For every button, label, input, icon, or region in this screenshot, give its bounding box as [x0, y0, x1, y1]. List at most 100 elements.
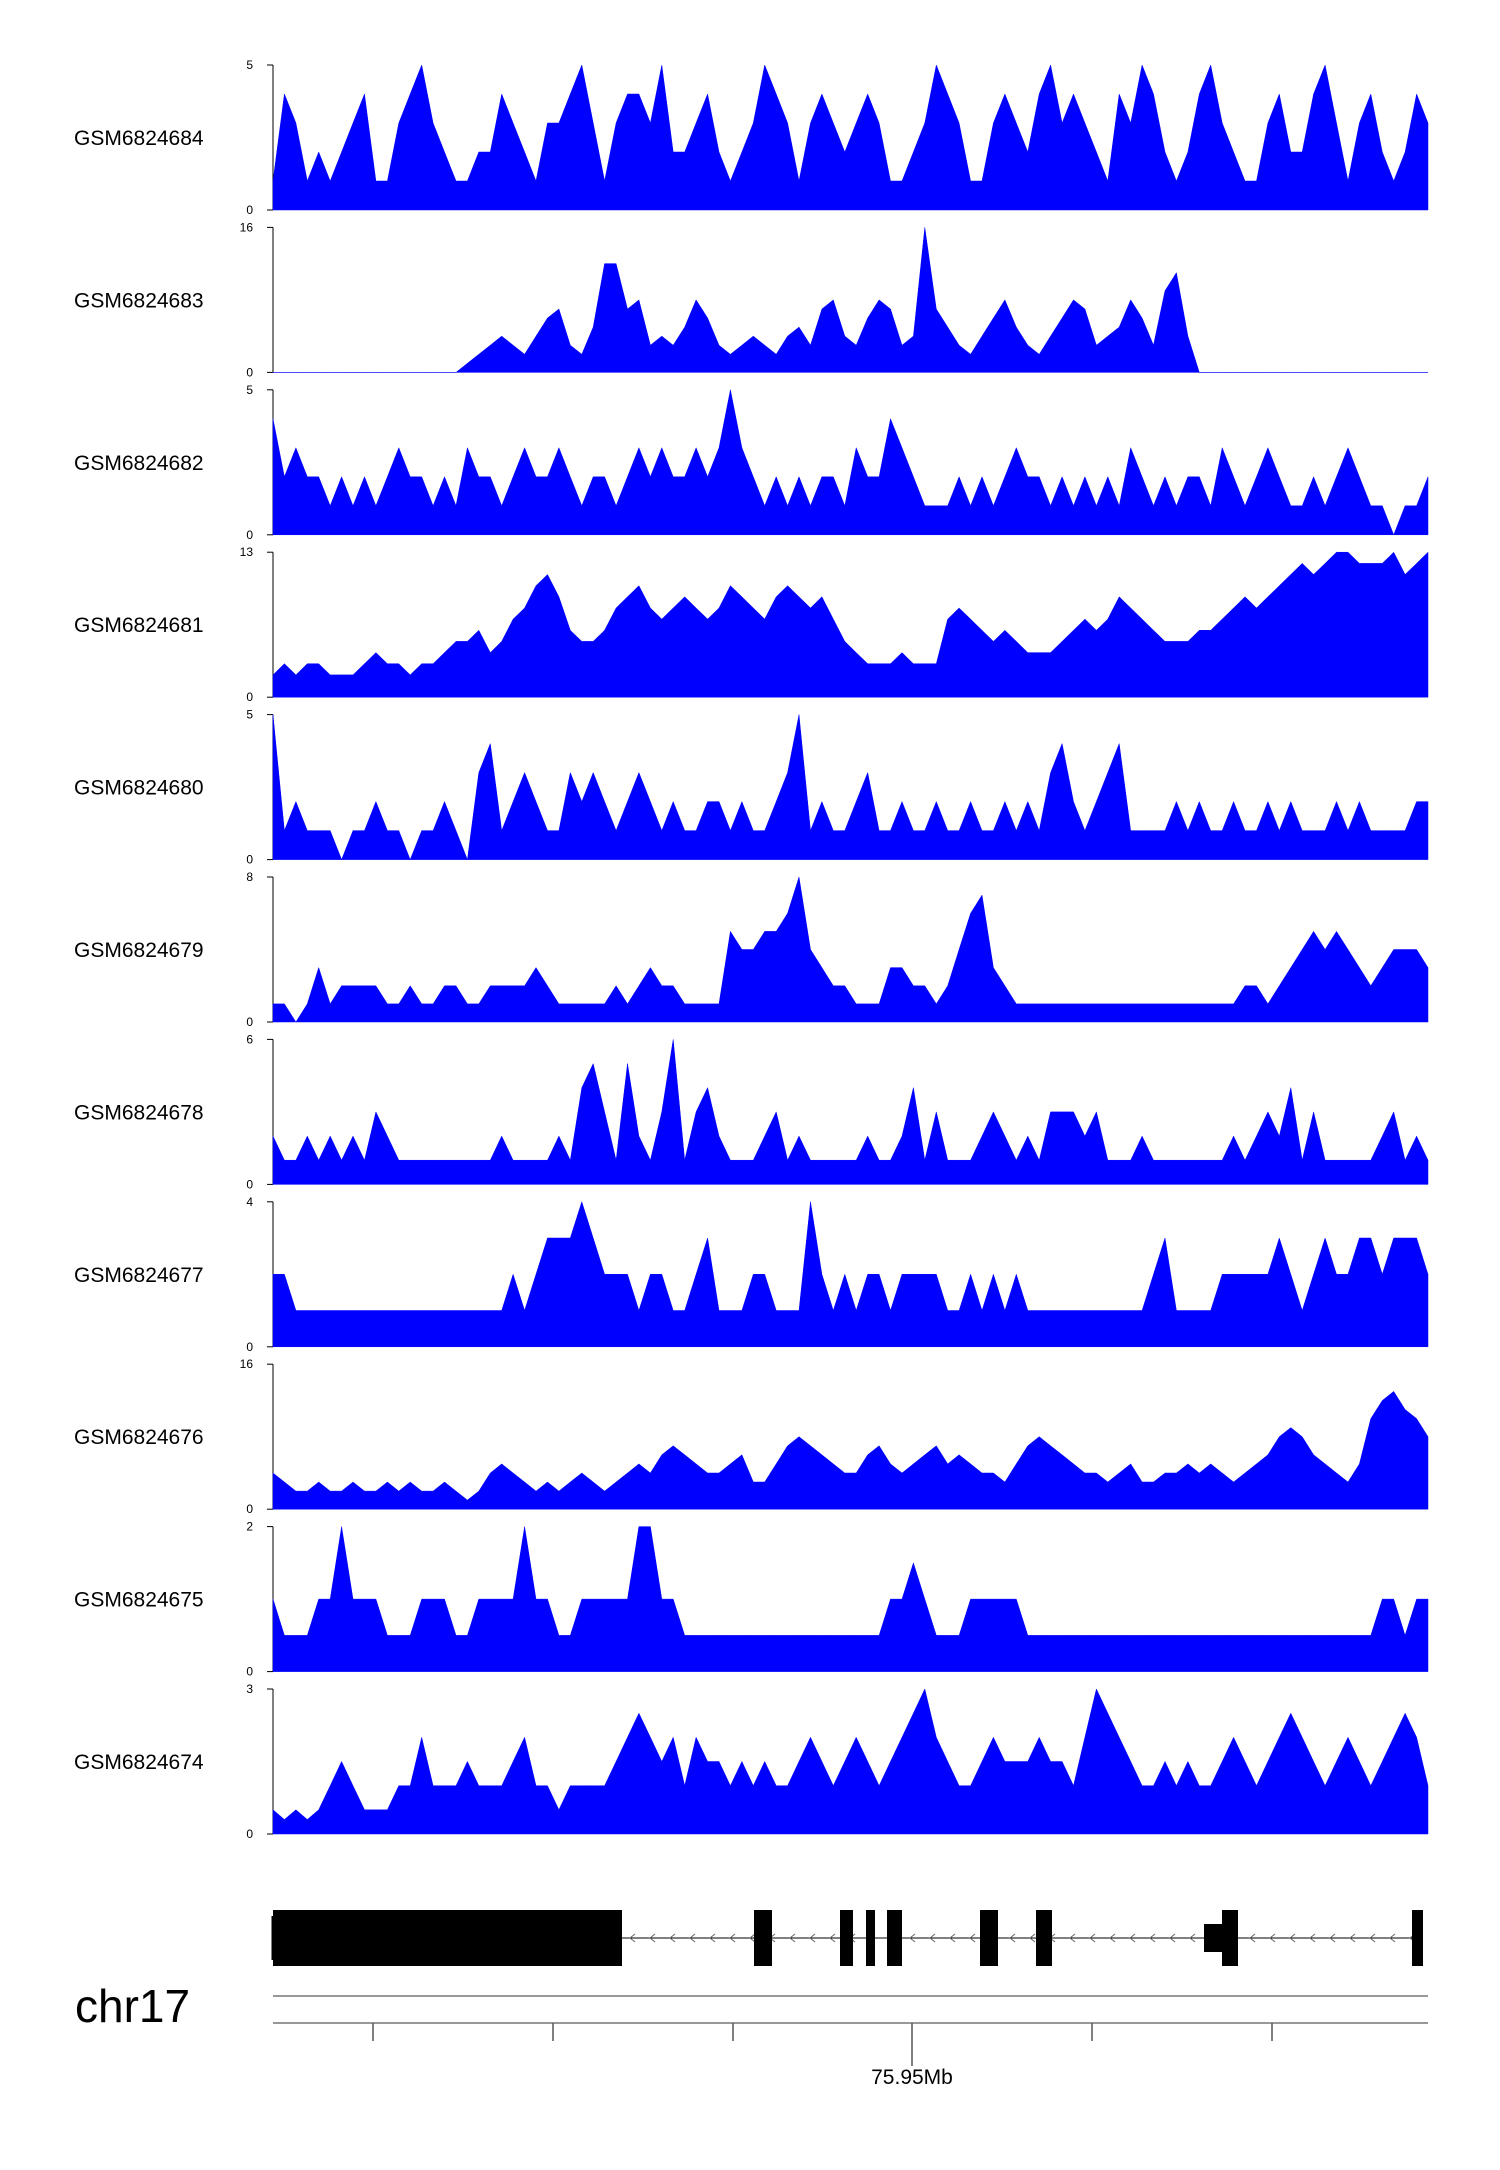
strand-arrow: [1389, 1933, 1396, 1943]
strand-arrow: [1309, 1933, 1316, 1943]
coverage-area: [272, 1200, 1429, 1348]
coverage-area: [272, 1526, 1429, 1672]
track-label: GSM6824675: [74, 1589, 204, 1612]
strand-arrow: [1029, 1933, 1036, 1943]
track-GSM6824680: GSM6824680 5 0: [74, 708, 1429, 867]
y-max-label: 4: [246, 1195, 253, 1209]
exon: [273, 1910, 622, 1966]
y-max-label: 3: [246, 1682, 253, 1696]
y-max-label: 16: [240, 1357, 254, 1371]
strand-arrow: [689, 1933, 696, 1943]
coverage-area: [273, 227, 1428, 373]
track-GSM6824684: GSM6824684 5 0: [74, 58, 1429, 217]
track-GSM6824681: GSM6824681 13 0: [74, 545, 1429, 704]
coverage-area: [272, 876, 1429, 1023]
track-label: GSM6824681: [74, 614, 204, 637]
strand-arrow: [669, 1933, 676, 1943]
strand-arrow: [1289, 1933, 1296, 1943]
strand-arrow: [1369, 1933, 1376, 1943]
strand-arrow: [969, 1933, 976, 1943]
y-min-label: 0: [246, 853, 253, 867]
strand-arrow: [929, 1933, 936, 1943]
exon: [1204, 1924, 1222, 1952]
track-label: GSM6824674: [74, 1751, 204, 1774]
y-min-label: 0: [246, 1665, 253, 1679]
track-label: GSM6824684: [74, 127, 204, 150]
strand-arrow: [949, 1933, 956, 1943]
coverage-area: [272, 64, 1429, 211]
coverage-area: [272, 1039, 1429, 1185]
y-min-label: 0: [246, 1177, 253, 1191]
track-label: GSM6824680: [74, 777, 204, 800]
strand-arrow: [729, 1933, 736, 1943]
exon: [840, 1910, 853, 1966]
strand-arrow: [809, 1933, 816, 1943]
y-max-label: 6: [246, 1032, 253, 1046]
strand-arrow: [1069, 1933, 1076, 1943]
y-min-label: 0: [246, 1502, 253, 1516]
strand-arrow: [1149, 1933, 1156, 1943]
strand-arrow: [1089, 1933, 1096, 1943]
track-label: GSM6824679: [74, 939, 204, 962]
exon: [980, 1910, 998, 1966]
strand-arrow: [629, 1933, 636, 1943]
coverage-area: [272, 714, 1429, 861]
y-min-label: 0: [246, 203, 253, 217]
y-min-label: 0: [246, 528, 253, 542]
strand-arrow: [1269, 1933, 1276, 1943]
strand-arrow: [1249, 1933, 1256, 1943]
track-GSM6824675: GSM6824675 2 0: [74, 1520, 1429, 1679]
y-max-label: 5: [246, 708, 253, 722]
track-GSM6824683: GSM6824683 16 0: [74, 220, 1428, 379]
y-min-label: 0: [246, 1340, 253, 1354]
strand-arrow: [709, 1933, 716, 1943]
genome-axis: chr17 75.95Mb: [75, 1980, 1428, 2089]
y-max-label: 8: [246, 870, 253, 884]
track-label: GSM6824676: [74, 1426, 204, 1449]
y-max-label: 2: [246, 1520, 253, 1534]
y-min-label: 0: [246, 690, 253, 704]
coverage-area: [272, 1391, 1429, 1510]
track-label: GSM6824682: [74, 452, 204, 475]
track-label: GSM6824683: [74, 289, 204, 312]
y-min-label: 0: [246, 1015, 253, 1029]
strand-arrow: [1329, 1933, 1336, 1943]
strand-arrow: [1169, 1933, 1176, 1943]
track-label: GSM6824677: [74, 1264, 204, 1287]
strand-arrow: [1189, 1933, 1196, 1943]
y-max-label: 16: [240, 220, 254, 234]
strand-arrow: [1109, 1933, 1116, 1943]
track-GSM6824679: GSM6824679 8 0: [74, 870, 1429, 1029]
strand-arrow: [909, 1933, 916, 1943]
gene-model-track: [271, 1910, 1423, 1966]
track-GSM6824674: GSM6824674 3 0: [74, 1682, 1429, 1841]
strand-arrow: [829, 1933, 836, 1943]
strand-arrow: [749, 1933, 756, 1943]
exon: [866, 1910, 875, 1966]
chromosome-label: chr17: [75, 1980, 190, 2032]
y-max-label: 13: [240, 545, 254, 559]
y-min-label: 0: [246, 1827, 253, 1841]
strand-arrow: [789, 1933, 796, 1943]
track-GSM6824677: GSM6824677 4 0: [74, 1195, 1429, 1354]
exon: [1222, 1910, 1238, 1966]
coverage-area: [272, 389, 1429, 536]
track-GSM6824682: GSM6824682 5 0: [74, 383, 1429, 542]
coverage-area: [272, 551, 1429, 698]
track-label: GSM6824678: [74, 1101, 204, 1124]
y-max-label: 5: [246, 383, 253, 397]
strand-arrow: [649, 1933, 656, 1943]
y-max-label: 5: [246, 58, 253, 72]
strand-arrow: [1129, 1933, 1136, 1943]
strand-arrow: [1349, 1933, 1356, 1943]
exon: [1412, 1910, 1423, 1966]
y-min-label: 0: [246, 365, 253, 379]
track-GSM6824678: GSM6824678 6 0: [74, 1032, 1429, 1191]
coverage-tracks: GSM682468450GSM6824683160GSM682468250GSM…: [74, 58, 1429, 1841]
exon: [1036, 1910, 1052, 1966]
coverage-area: [272, 1688, 1429, 1835]
axis-tick-label: 75.95Mb: [871, 2066, 953, 2089]
track-GSM6824676: GSM6824676 16 0: [74, 1357, 1429, 1516]
exon: [887, 1910, 902, 1966]
